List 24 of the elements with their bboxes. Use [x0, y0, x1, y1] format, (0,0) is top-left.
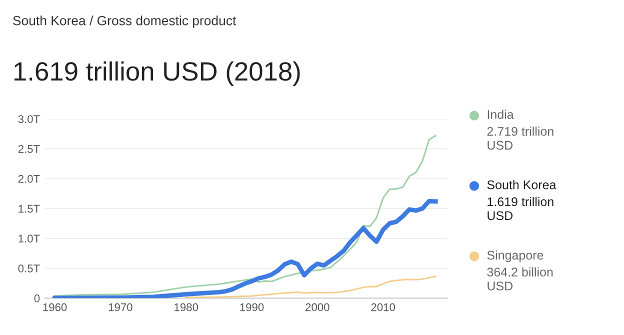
y-tick-label: 0 [34, 294, 40, 302]
legend-label: Singapore [487, 250, 544, 262]
legend-label: India [488, 110, 514, 119]
y-tick-label: 1.0T [18, 234, 40, 243]
line-series [52, 198, 438, 298]
legend-label: South Korea [487, 180, 556, 190]
y-tick-label: 2.5T [18, 145, 40, 153]
x-tick-label: 1990 [240, 303, 264, 312]
line-series [54, 134, 436, 297]
y-tick-label: 0.5T [18, 264, 40, 272]
chart-subtitle: South Korea / Gross domestic product [13, 16, 236, 28]
text: 364.2 billion USD [487, 267, 553, 290]
y-tick-label: 1.5T [18, 204, 40, 213]
x-tick-label: 2010 [371, 303, 395, 312]
x-tick-label: 1970 [108, 303, 132, 312]
chart-title: 1.619 trillion USD (2018) [14, 61, 300, 86]
text: 1.619 trillion USD [488, 196, 554, 220]
y-tick-label: 2.0T [18, 174, 40, 183]
line-series [185, 276, 436, 298]
x-tick-label: 1960 [43, 303, 67, 312]
x-tick-label: 2000 [306, 303, 330, 312]
text: 2.719 trillion USD [487, 126, 554, 150]
y-tick-label: 3.0T [18, 115, 40, 124]
x-tick-label: 1980 [174, 303, 198, 312]
